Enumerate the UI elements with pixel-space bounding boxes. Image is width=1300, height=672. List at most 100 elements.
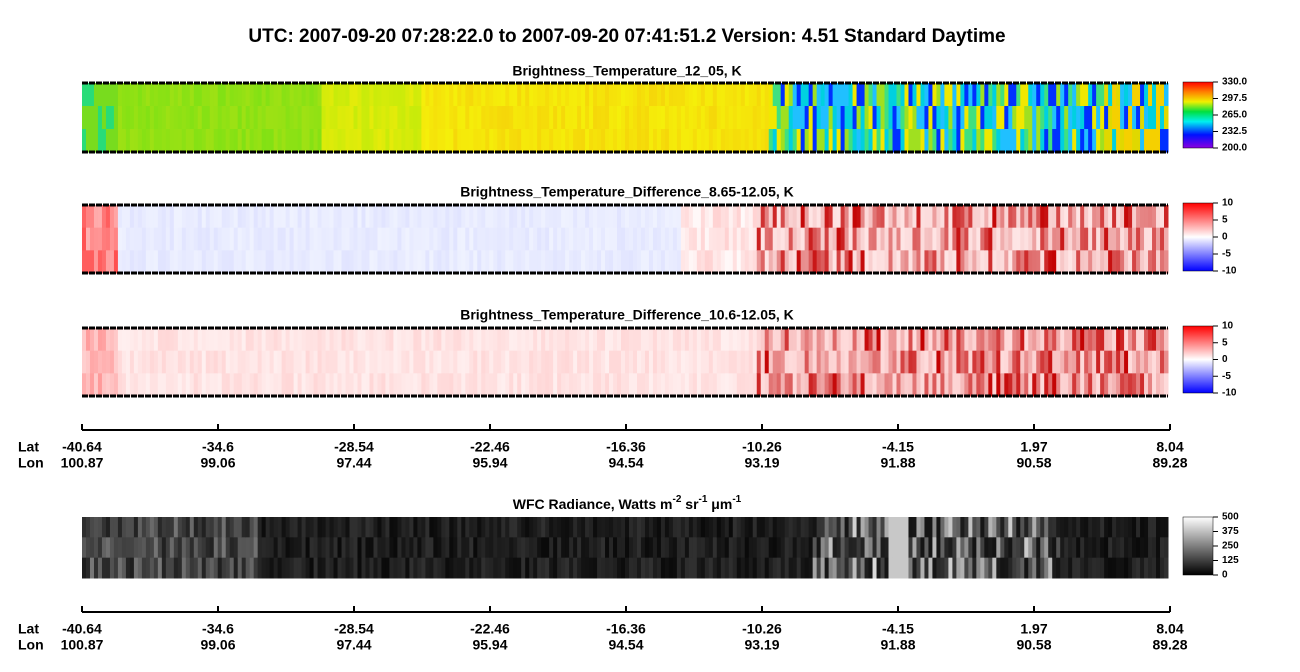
swath-pixel — [117, 129, 123, 153]
swath-pixel — [429, 373, 434, 397]
swath-pixel — [1028, 517, 1033, 538]
swath-pixel — [593, 227, 598, 251]
swath-pixel — [209, 373, 215, 397]
swath-pixel — [1156, 537, 1161, 559]
swath-pixel — [449, 106, 454, 130]
swath-pixel — [353, 129, 358, 153]
swath-pixel — [660, 129, 666, 153]
swath-pixel — [453, 227, 458, 251]
swath-pixel — [189, 517, 195, 538]
swath-pixel — [233, 106, 239, 130]
swath-pixel — [984, 83, 989, 107]
swath-pixel — [900, 328, 905, 352]
swath-pixel — [772, 227, 778, 251]
swath-pixel — [573, 106, 578, 130]
swath-pixel — [553, 106, 558, 130]
swath-pixel — [732, 227, 738, 251]
swath-pixel — [113, 205, 119, 229]
swath-pixel — [900, 517, 905, 538]
title-part: μm — [707, 496, 732, 512]
swath-pixel — [940, 106, 945, 130]
swath-pixel — [217, 557, 223, 579]
swath-pixel — [696, 557, 702, 579]
swath-pixel — [736, 227, 742, 251]
swath-pixel — [397, 537, 402, 559]
swath-pixel — [1024, 328, 1029, 352]
swath-pixel — [181, 129, 187, 153]
swath-pixel — [533, 129, 538, 153]
swath-pixel — [157, 205, 163, 229]
swath-pixel — [165, 250, 171, 274]
swath-pixel — [361, 517, 366, 538]
swath-pixel — [628, 227, 634, 251]
swath-pixel — [956, 373, 961, 397]
swath-pixel — [541, 205, 546, 229]
swath-pixel — [461, 557, 466, 579]
swath-pixel — [461, 129, 466, 153]
swath-pixel — [712, 129, 718, 153]
swath-pixel — [668, 205, 674, 229]
swath-pixel — [804, 129, 810, 153]
swath-pixel — [237, 517, 243, 538]
swath-pixel — [896, 106, 901, 130]
swath-pixel — [1072, 517, 1077, 538]
swath-pixel — [1120, 83, 1125, 107]
swath-pixel — [1040, 517, 1045, 538]
swath-pixel — [601, 328, 606, 352]
swath-pixel — [800, 205, 806, 229]
swath-pixel — [788, 205, 794, 229]
swath-pixel — [117, 227, 123, 251]
swath-pixel — [952, 129, 957, 153]
swath-pixel — [876, 517, 882, 538]
swath-pixel — [221, 537, 227, 559]
swath-pixel — [117, 106, 123, 130]
swath-pixel — [720, 227, 726, 251]
swath-pixel — [201, 373, 207, 397]
swath-pixel — [213, 250, 219, 274]
swath-pixel — [940, 205, 945, 229]
swath-pixel — [732, 250, 738, 274]
swath-pixel — [85, 373, 91, 397]
swath-pixel — [113, 227, 119, 251]
swath-pixel — [944, 517, 949, 538]
swath-pixel — [241, 227, 247, 251]
swath-pixel — [960, 106, 965, 130]
swath-pixel — [517, 350, 522, 374]
swath-pixel — [688, 227, 694, 251]
swath-pixel — [417, 250, 422, 274]
lon-tick-label: 95.94 — [472, 637, 507, 653]
swath-pixel — [1104, 517, 1109, 538]
swath-pixel — [692, 373, 698, 397]
swath-pixel — [764, 350, 770, 374]
swath-pixel — [105, 557, 111, 579]
lat-tick-label: -16.36 — [606, 621, 646, 637]
swath-pixel — [1152, 557, 1157, 579]
swath-pixel — [293, 328, 299, 352]
swath-pixel — [776, 328, 782, 352]
swath-pixel — [856, 205, 862, 229]
swath-pixel — [672, 517, 678, 538]
swath-pixel — [485, 106, 490, 130]
swath-pixel — [788, 537, 794, 559]
swath-pixel — [369, 517, 374, 538]
swath-pixel — [916, 328, 921, 352]
swath-pixel — [329, 537, 335, 559]
swath-pixel — [716, 328, 722, 352]
lat-tick-label: -10.26 — [742, 439, 782, 455]
swath-pixel — [648, 350, 654, 374]
swath-pixel — [269, 205, 275, 229]
swath-pixel — [549, 129, 554, 153]
swath-pixel — [952, 205, 957, 229]
swath-pixel — [1040, 227, 1045, 251]
swath-pixel — [832, 129, 838, 153]
swath-pixel — [85, 227, 91, 251]
swath-pixel — [1088, 350, 1093, 374]
swath-pixel — [189, 227, 195, 251]
swath-pixel — [1008, 83, 1013, 107]
swath-pixel — [656, 373, 662, 397]
swath-pixel — [792, 227, 798, 251]
swath-pixel — [213, 517, 219, 538]
swath-pixel — [800, 227, 806, 251]
swath-pixel — [692, 537, 698, 559]
colorbar-tick-label: 375 — [1222, 526, 1239, 537]
